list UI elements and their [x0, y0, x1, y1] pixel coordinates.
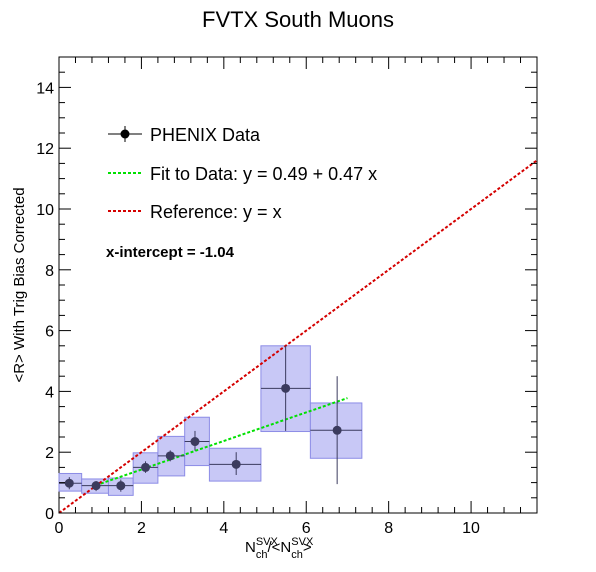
point-layer — [59, 345, 362, 492]
y-tick-label: 10 — [36, 202, 54, 219]
x-tick-label: 6 — [302, 520, 311, 537]
x-tick-label: 8 — [384, 520, 393, 537]
data-point — [281, 383, 291, 393]
y-tick-label: 6 — [45, 324, 54, 341]
y-tick-label: 12 — [36, 141, 54, 158]
line-layer — [59, 159, 537, 513]
x-intercept-annotation: x-intercept = -1.04 — [106, 244, 235, 261]
data-point — [165, 451, 175, 461]
y-axis-label: <R> With Trig Bias Corrected — [11, 187, 28, 382]
legend-entry-label: Fit to Data: y = 0.49 + 0.47 x — [150, 164, 377, 184]
chart-title: FVTX South Muons — [202, 7, 394, 32]
plot-frame — [58, 56, 538, 514]
tick-label-layer: 0 2 4 6 8 10 0 2 4 6 8 10 12 14 — [36, 80, 480, 537]
x-tick-label: 2 — [137, 520, 146, 537]
data-point — [116, 481, 126, 491]
fit-line — [95, 397, 348, 487]
data-point — [141, 462, 151, 472]
y-tick-label: 14 — [36, 80, 54, 97]
legend-entry-label: Reference: y = x — [150, 202, 282, 222]
x-tick-label: 0 — [55, 520, 64, 537]
x-tick-label: 10 — [462, 520, 480, 537]
data-point — [64, 478, 74, 488]
x-tick-label: 4 — [219, 520, 228, 537]
y-tick-label: 2 — [45, 445, 54, 462]
y-tick-label: 0 — [45, 506, 54, 523]
legend-marker — [120, 129, 130, 139]
tick-layer — [58, 56, 538, 514]
data-point — [231, 459, 241, 469]
reference-line — [59, 159, 537, 513]
legend: PHENIX Data Fit to Data: y = 0.49 + 0.47 … — [108, 125, 377, 222]
data-point — [190, 437, 200, 447]
error-box-layer — [58, 345, 363, 496]
legend-entry-label: PHENIX Data — [150, 125, 261, 145]
data-point — [332, 425, 342, 435]
y-tick-label: 4 — [45, 384, 54, 401]
data-point — [91, 481, 101, 491]
x-axis-label: NSVX ch/<NSVX ch> — [245, 536, 314, 561]
y-tick-label: 8 — [45, 263, 54, 280]
